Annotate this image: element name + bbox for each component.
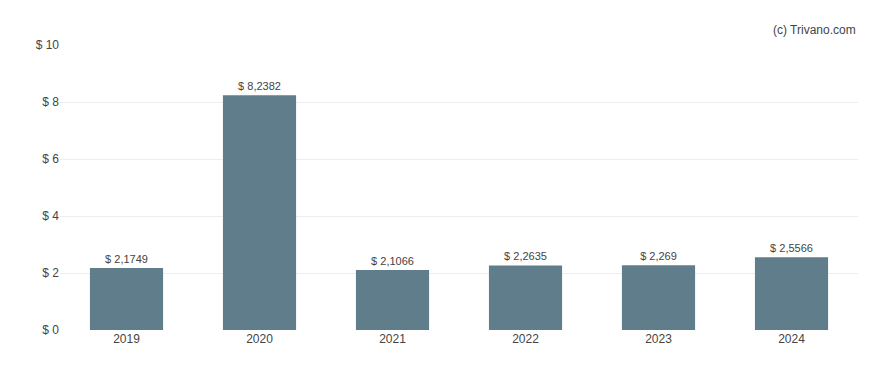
svg-text:$ 8: $ 8 (42, 95, 59, 109)
svg-text:$ 2,2635: $ 2,2635 (504, 250, 547, 262)
svg-text:2024: 2024 (778, 332, 805, 346)
svg-text:$ 2,1749: $ 2,1749 (105, 253, 148, 265)
svg-text:$ 6: $ 6 (42, 152, 59, 166)
svg-text:2022: 2022 (512, 332, 539, 346)
svg-text:(c) Trivano.com: (c) Trivano.com (773, 23, 856, 37)
svg-text:2020: 2020 (246, 332, 273, 346)
svg-text:2019: 2019 (113, 332, 140, 346)
svg-text:2021: 2021 (379, 332, 406, 346)
svg-text:$ 0: $ 0 (42, 323, 59, 337)
svg-text:$ 10: $ 10 (36, 38, 60, 52)
svg-text:$ 2,269: $ 2,269 (640, 250, 677, 262)
svg-text:$ 2,1066: $ 2,1066 (371, 255, 414, 267)
svg-text:2023: 2023 (645, 332, 672, 346)
svg-text:$ 4: $ 4 (42, 209, 59, 223)
svg-text:$ 2: $ 2 (42, 266, 59, 280)
svg-text:$ 8,2382: $ 8,2382 (238, 80, 281, 92)
svg-text:$ 2,5566: $ 2,5566 (770, 242, 813, 254)
